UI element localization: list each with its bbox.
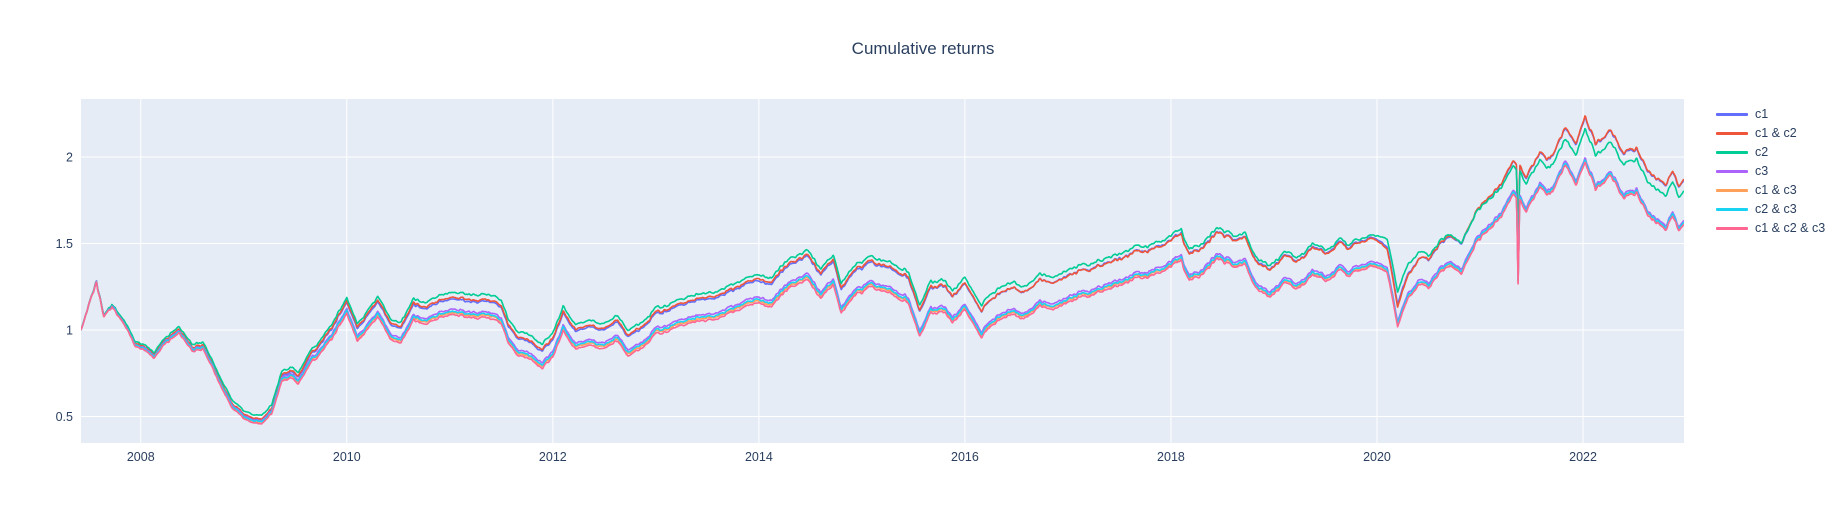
legend-swatch <box>1716 189 1748 192</box>
axis-tick-labels: 2008 2010 2012 2014 2016 2018 2020 2022 0.5 1 1.5 2 <box>56 150 1597 464</box>
legend-item-c2[interactable]: c2 <box>1716 143 1825 162</box>
x-tick-label: 2008 <box>127 450 155 464</box>
legend-swatch <box>1716 208 1748 211</box>
legend-swatch <box>1716 227 1748 230</box>
legend-item-c1-c2[interactable]: c1 & c2 <box>1716 124 1825 143</box>
legend-label: c2 & c3 <box>1755 202 1797 216</box>
legend-item-c1-c2-c3[interactable]: c1 & c2 & c3 <box>1716 219 1825 238</box>
x-tick-label: 2020 <box>1363 450 1391 464</box>
y-tick-label: 1 <box>66 324 73 338</box>
legend-item-c3[interactable]: c3 <box>1716 162 1825 181</box>
x-tick-label: 2010 <box>333 450 361 464</box>
legend: c1 c1 & c2 c2 c3 c1 & c3 c2 & c3 c1 & c2 & c3 <box>1716 105 1825 238</box>
series-line-c2[interactable] <box>81 127 1684 416</box>
x-tick-label: 2022 <box>1569 450 1597 464</box>
legend-label: c1 <box>1755 107 1769 121</box>
x-tick-label: 2016 <box>951 450 979 464</box>
legend-label: c1 & c2 <box>1755 126 1797 140</box>
plot-area[interactable] <box>81 99 1684 443</box>
legend-item-c1[interactable]: c1 <box>1716 105 1825 124</box>
y-tick-label: 1.5 <box>56 237 73 251</box>
legend-label: c1 & c2 & c3 <box>1755 221 1826 235</box>
series-lines <box>81 115 1684 425</box>
legend-item-c1-c3[interactable]: c1 & c3 <box>1716 181 1825 200</box>
legend-item-c2-c3[interactable]: c2 & c3 <box>1716 200 1825 219</box>
legend-swatch <box>1716 151 1748 154</box>
x-tick-label: 2018 <box>1157 450 1185 464</box>
gridlines <box>81 99 1684 443</box>
legend-label: c1 & c3 <box>1755 183 1797 197</box>
series-line-c1-c2-c3[interactable] <box>81 161 1684 425</box>
chart-title: Cumulative returns <box>851 39 995 58</box>
legend-swatch <box>1716 113 1748 116</box>
y-tick-label: 0.5 <box>56 410 73 424</box>
x-tick-label: 2012 <box>539 450 567 464</box>
series-line-c2-c3[interactable] <box>81 159 1684 423</box>
legend-label: c3 <box>1755 164 1769 178</box>
legend-label: c2 <box>1755 145 1769 159</box>
legend-swatch <box>1716 170 1748 173</box>
series-line-c1-c2[interactable] <box>81 115 1684 420</box>
legend-swatch <box>1716 132 1748 135</box>
x-tick-label: 2014 <box>745 450 773 464</box>
y-tick-label: 2 <box>66 150 73 164</box>
